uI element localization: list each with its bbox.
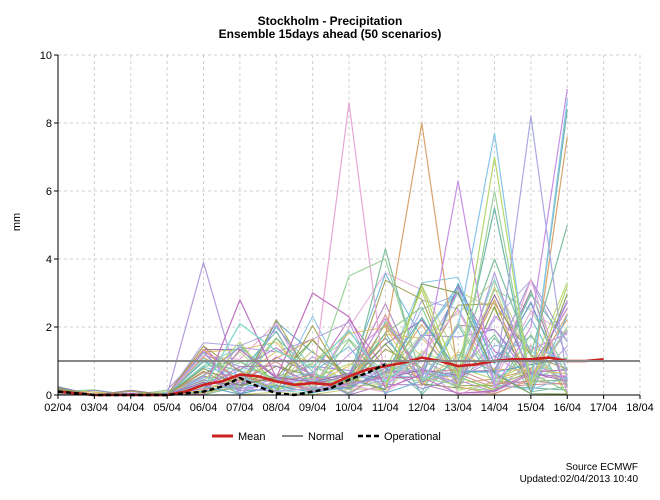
x-tick-label: 09/04 [299,402,327,414]
x-tick-label: 12/04 [408,402,436,414]
y-tick-label: 10 [40,50,52,62]
x-tick-label: 05/04 [153,402,181,414]
grid [58,54,641,395]
x-tick-label: 04/04 [117,402,145,414]
ensemble-peak-line [493,115,568,385]
y-tick-label: 2 [46,322,52,334]
x-tick-label: 02/04 [44,402,72,414]
y-tick-label: 4 [46,254,52,266]
ensemble-peak-line [166,261,568,396]
x-tick-label: 18/04 [626,402,654,414]
ensemble-peak-line [384,156,568,389]
x-tick-label: 10/04 [335,402,363,414]
y-tick-label: 6 [46,186,52,198]
source-text: Source ECMWF [565,462,638,473]
operational-line [57,363,386,397]
x-tick-label: 11/04 [372,402,399,414]
chart-subtitle: Ensemble 15days ahead (50 scenarios) [218,27,442,41]
legend-normal-label: Normal [308,431,343,443]
x-tick-label: 14/04 [481,402,509,414]
x-tick-label: 08/04 [262,402,290,414]
legend-operational-label: Operational [384,431,441,443]
chart-title: Stockholm - Precipitation [257,14,403,28]
x-tick-label: 07/04 [226,402,254,414]
legend-mean-label: Mean [238,431,266,443]
x-tick-label: 17/04 [590,402,618,414]
x-tick-label: 13/04 [444,402,472,414]
y-tick-label: 8 [46,118,52,130]
legend: Mean Normal Operational [212,431,441,443]
ensemble-peak-line [202,323,423,389]
x-tick-label: 15/04 [517,402,545,414]
tick-labels: 02/04 03/04 04/04 05/04 06/04 07/04 08/04 09/04… [40,50,654,414]
x-tick-label: 16/04 [553,402,581,414]
ensemble-peak-line [421,88,568,389]
axes [54,54,641,399]
x-tick-label: 03/04 [81,402,109,414]
ensemble-line [57,303,568,396]
y-tick-label: 0 [46,390,52,402]
y-axis-label: mm [11,213,23,231]
ensemble-peak-line [312,190,568,386]
ensemble-peak-line [421,99,568,389]
updated-text: Updated:02/04/2013 10:40 [519,474,638,485]
x-tick-label: 06/04 [190,402,218,414]
